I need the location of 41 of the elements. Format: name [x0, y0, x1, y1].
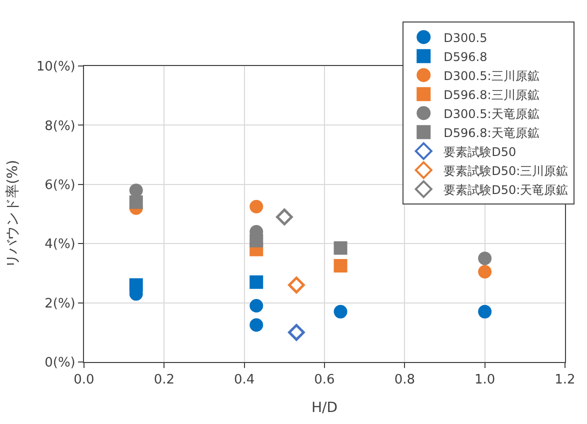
point [250, 318, 264, 332]
x-tick-label: 0.8 [394, 372, 416, 388]
y-tick-label: 10(%) [36, 60, 76, 75]
legend-label: 要素試験D50:三川原鉱 [444, 164, 568, 178]
y-tick-label: 4(%) [44, 237, 76, 252]
x-tick-label: 0.0 [74, 372, 94, 388]
legend-label: D596.8:天竜原鉱 [444, 126, 540, 140]
y-tick-label: 2(%) [44, 296, 76, 312]
point [334, 259, 348, 273]
point [478, 264, 492, 278]
y-tick-label: 6(%) [44, 178, 76, 193]
point [250, 234, 264, 248]
legend-label: D596.8:三川原鉱 [444, 88, 540, 102]
y-tick-label: 8(%) [44, 118, 76, 134]
legend-label: D596.8 [444, 50, 488, 64]
point [250, 275, 264, 289]
x-tick-label: 0.2 [154, 372, 175, 388]
legend-label: D300.5:天竜原鉱 [444, 106, 540, 121]
y-tick-label: 0(%) [44, 356, 76, 371]
legend-label: D300.5:三川原鉱 [444, 68, 540, 83]
x-tick-label: 0.4 [234, 372, 255, 388]
x-axis-title: H/D [311, 400, 338, 416]
x-tick-label: 0.6 [314, 372, 335, 388]
x-tick-label: 1.2 [554, 372, 576, 388]
x-tick-label: 1.0 [474, 372, 496, 388]
point [129, 184, 143, 198]
point [334, 241, 348, 255]
point [478, 252, 492, 266]
point [276, 208, 293, 226]
point [250, 200, 264, 214]
point [478, 304, 492, 318]
point [250, 299, 264, 313]
point [129, 278, 143, 292]
y-axis-title: リバウンド率(%) [4, 160, 21, 268]
legend-label: D300.5 [444, 30, 488, 45]
point [288, 324, 305, 341]
legend-label: 要素試験D50 [444, 144, 516, 159]
point [129, 195, 143, 209]
legend-label: 要素試験D50:天竜原鉱 [444, 182, 568, 197]
point [334, 304, 348, 318]
point [288, 276, 305, 294]
